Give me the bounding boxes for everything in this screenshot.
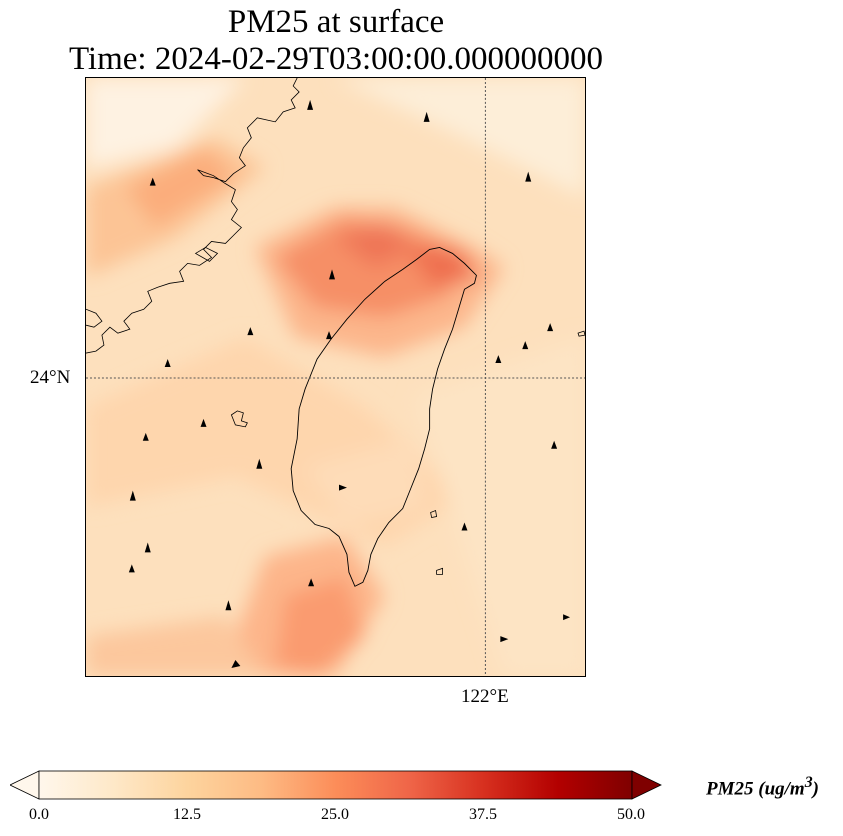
colorbar-tick: 0.0 xyxy=(29,806,49,823)
china-coastline xyxy=(86,78,300,354)
colorbar-label-end: ) xyxy=(812,778,819,800)
map-canvas xyxy=(86,78,585,676)
colorbar-tick: 37.5 xyxy=(469,806,497,823)
map-title-line1: PM25 at surface xyxy=(227,4,445,40)
colorbar-label-superscript: 3 xyxy=(804,774,813,791)
pm25-field xyxy=(86,78,585,676)
wind-arrows xyxy=(128,99,571,669)
colorbar-gradient xyxy=(38,770,633,800)
colorbar-label-main: PM25 (ug/m xyxy=(706,778,805,800)
colorbar-extend-low xyxy=(10,770,40,800)
colorbar-label: PM25 (ug/m3) xyxy=(706,774,819,800)
colorbar-tick: 25.0 xyxy=(321,806,349,823)
map-title-line2: Time: 2024-02-29T03:00:00.000000000 xyxy=(68,41,604,77)
colorbar-tick: 12.5 xyxy=(173,806,201,823)
map-panel[interactable] xyxy=(85,77,586,677)
penghu-islands xyxy=(230,330,585,575)
colorbar-tick: 50.0 xyxy=(617,806,645,823)
colorbar xyxy=(10,770,662,800)
colorbar-extend-high xyxy=(631,770,662,800)
longitude-label: 122°E xyxy=(461,686,509,707)
taiwan-coastline xyxy=(290,246,477,587)
latitude-label: 24°N xyxy=(30,367,71,388)
